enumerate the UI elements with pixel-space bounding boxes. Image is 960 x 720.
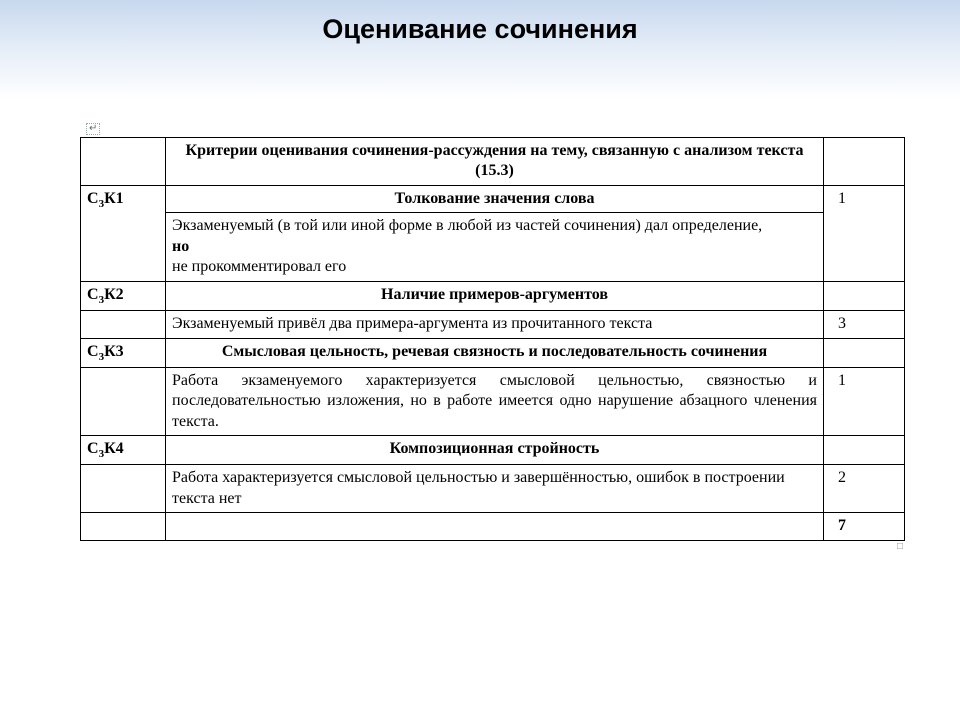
score-cell: 2 bbox=[824, 465, 905, 513]
page-title: Оценивание сочинения bbox=[322, 14, 637, 45]
criterion-title: Наличие примеров-аргументов bbox=[166, 281, 824, 310]
criteria-table: Критерии оценивания сочинения-рассуждени… bbox=[80, 137, 905, 541]
score-cell bbox=[824, 281, 905, 310]
anchor-glyph: ↵ bbox=[86, 123, 100, 135]
score-cell bbox=[824, 436, 905, 465]
criterion-title: Композиционная стройность bbox=[166, 436, 824, 465]
score-cell: 1 bbox=[824, 185, 905, 281]
table-row: Работа характеризуется смысловой цельнос… bbox=[81, 465, 905, 513]
table-row: Экзаменуемый (в той или иной форме в люб… bbox=[81, 213, 905, 281]
total-label bbox=[166, 513, 824, 540]
table-row: С3К3 Смысловая цельность, речевая связно… bbox=[81, 338, 905, 367]
table-row: Работа экзаменуемого характеризуется смы… bbox=[81, 367, 905, 435]
table-row: Экзаменуемый привёл два примера-аргумент… bbox=[81, 311, 905, 338]
table-row: С3К1 Толкование значения слова 1 bbox=[81, 185, 905, 212]
header-code-cell bbox=[81, 138, 166, 186]
score-cell bbox=[824, 338, 905, 367]
criterion-body: Экзаменуемый (в той или иной форме в люб… bbox=[166, 213, 824, 281]
criterion-title: Толкование значения слова bbox=[166, 185, 824, 212]
code-cell bbox=[81, 311, 166, 338]
score-cell: 3 bbox=[824, 311, 905, 338]
code-cell: С3К4 bbox=[81, 436, 166, 465]
header-criteria-cell: Критерии оценивания сочинения-рассуждени… bbox=[166, 138, 824, 186]
table-header-row: Критерии оценивания сочинения-рассуждени… bbox=[81, 138, 905, 186]
table-row: С3К2 Наличие примеров-аргументов bbox=[81, 281, 905, 310]
header-score-cell bbox=[824, 138, 905, 186]
code-cell: С3К1 bbox=[81, 185, 166, 281]
code-cell bbox=[81, 367, 166, 435]
score-cell: 1 bbox=[824, 367, 905, 435]
criterion-body: Экзаменуемый привёл два примера-аргумент… bbox=[166, 311, 824, 338]
code-cell bbox=[81, 465, 166, 513]
criterion-title: Смысловая цельность, речевая связность и… bbox=[166, 338, 824, 367]
criterion-body: Работа экзаменуемого характеризуется смы… bbox=[166, 367, 824, 435]
content-area: ↵ Критерии оценивания сочинения-рассужде… bbox=[0, 100, 960, 552]
code-cell bbox=[81, 513, 166, 540]
table-row: С3К4 Композиционная стройность bbox=[81, 436, 905, 465]
table-total-row: 7 bbox=[81, 513, 905, 540]
code-cell: С3К3 bbox=[81, 338, 166, 367]
code-cell: С3К2 bbox=[81, 281, 166, 310]
page-header: Оценивание сочинения bbox=[0, 0, 960, 100]
footer-glyph: □ bbox=[80, 541, 905, 552]
criterion-body: Работа характеризуется смысловой цельнос… bbox=[166, 465, 824, 513]
total-score: 7 bbox=[824, 513, 905, 540]
